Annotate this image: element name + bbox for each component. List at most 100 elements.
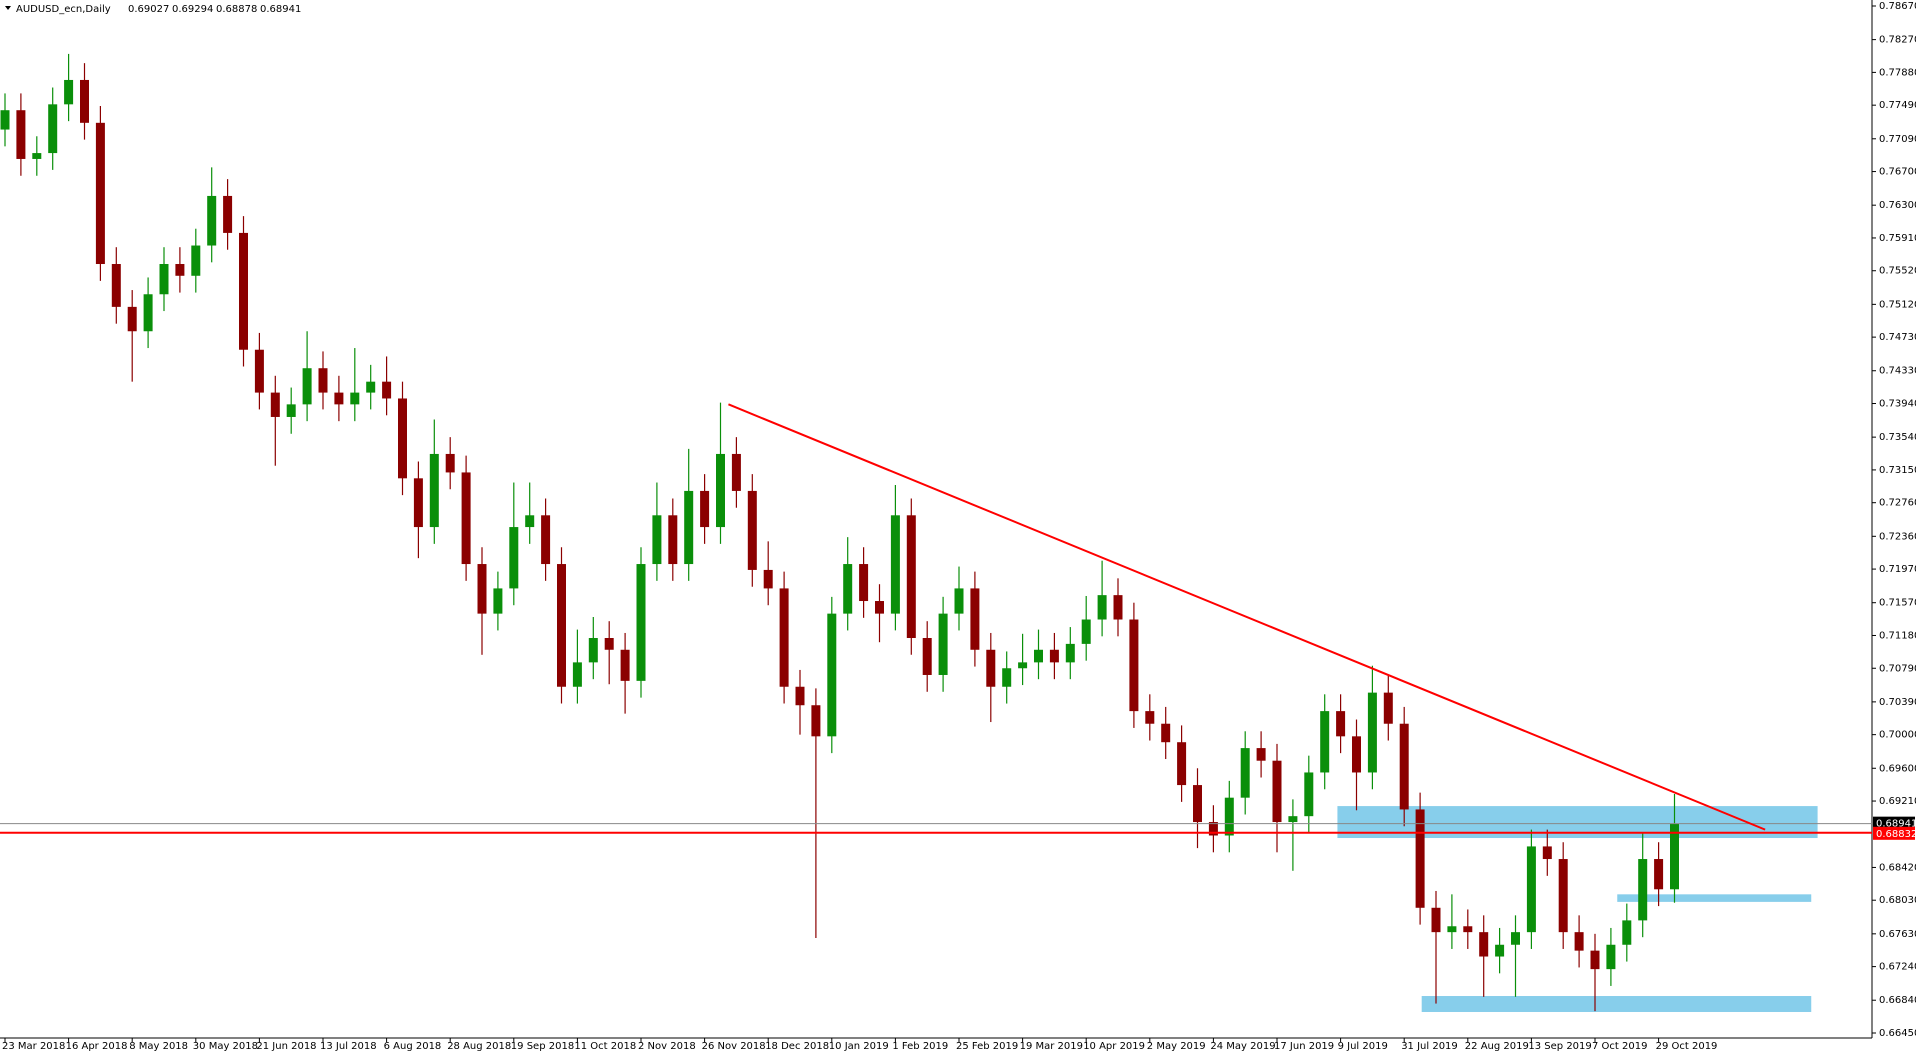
candle-body xyxy=(429,453,439,528)
ohlc-close: 0.68941 xyxy=(260,4,301,15)
candle-body xyxy=(1256,748,1266,761)
candle-body xyxy=(175,264,185,276)
candle-body xyxy=(1352,736,1361,773)
ohlc-low: 0.68878 xyxy=(216,4,257,15)
candle-body xyxy=(843,564,853,614)
x-tick-label: 7 Oct 2019 xyxy=(1592,1041,1647,1052)
x-tick-label: 11 Oct 2018 xyxy=(574,1041,636,1052)
candle-body xyxy=(318,368,328,393)
candle-body xyxy=(398,398,407,479)
candle-body xyxy=(1018,662,1028,669)
candle-body xyxy=(1495,944,1505,957)
candle-body xyxy=(1129,619,1139,712)
candle-body xyxy=(48,104,58,154)
candle-body xyxy=(1590,950,1600,970)
candle-body xyxy=(1622,920,1632,945)
candle-body xyxy=(32,153,42,159)
candle-body xyxy=(1224,797,1234,836)
candle-body xyxy=(509,527,519,589)
candle-body xyxy=(1113,595,1123,620)
x-tick-label: 25 Feb 2019 xyxy=(956,1041,1018,1052)
x-tick-label: 6 Aug 2018 xyxy=(384,1041,442,1052)
candle-body xyxy=(270,392,280,417)
ohlc-open: 0.69027 xyxy=(128,4,169,15)
candle-body xyxy=(223,195,233,233)
x-tick-label: 10 Jan 2019 xyxy=(829,1041,889,1052)
candle-body xyxy=(1288,816,1298,823)
x-tick-label: 23 Mar 2018 xyxy=(2,1041,65,1052)
candle-body xyxy=(1638,859,1648,921)
x-tick-label: 8 May 2018 xyxy=(129,1041,188,1052)
candle-body xyxy=(1542,846,1552,860)
candle-body xyxy=(970,588,980,650)
candle-body xyxy=(1558,859,1568,933)
candle-body xyxy=(477,564,487,614)
x-tick-label: 29 Oct 2019 xyxy=(1656,1041,1718,1052)
candle-body xyxy=(1161,723,1171,743)
candle-body xyxy=(700,490,710,528)
candle-body xyxy=(1447,926,1457,933)
candle-body xyxy=(763,569,773,589)
header: AUDUSD_ecn,Daily 0.69027 0.69294 0.68878… xyxy=(5,4,301,15)
candle-body xyxy=(1606,944,1616,970)
candle-body xyxy=(890,515,900,614)
candle-body xyxy=(636,564,646,681)
x-tick-label: 1 Feb 2019 xyxy=(892,1041,948,1052)
candle-body xyxy=(572,662,582,687)
ohlc-high: 0.69294 xyxy=(172,4,213,15)
candle-body xyxy=(1670,823,1679,890)
x-tick-label: 18 Dec 2018 xyxy=(765,1041,829,1052)
candle-body xyxy=(716,453,725,528)
candle-body xyxy=(1304,772,1314,817)
candle-body xyxy=(859,564,869,602)
x-tick-label: 10 Apr 2019 xyxy=(1083,1041,1145,1052)
candle-body xyxy=(875,601,884,614)
hline-tag xyxy=(1873,826,1915,840)
x-tick-label: 31 Jul 2019 xyxy=(1401,1041,1458,1052)
candle-body xyxy=(906,515,916,638)
x-tick-label: 2 May 2019 xyxy=(1147,1041,1206,1052)
x-tick-label: 13 Jul 2018 xyxy=(320,1041,377,1052)
x-tick-label: 13 Sep 2019 xyxy=(1528,1041,1591,1052)
current-price-label: 0.68941 xyxy=(1876,819,1916,830)
candle-body xyxy=(143,294,153,332)
candle-body xyxy=(811,705,821,737)
candle-body xyxy=(620,649,630,681)
candle-body xyxy=(16,110,26,159)
candle-body xyxy=(1034,649,1043,663)
candle-body xyxy=(80,79,89,123)
candle-body xyxy=(541,515,551,565)
candle-body xyxy=(207,195,217,246)
candle-body xyxy=(795,686,805,706)
candle-body xyxy=(111,264,121,307)
candle-body xyxy=(1240,748,1250,798)
current-price-tag xyxy=(1873,816,1915,830)
candle-body xyxy=(366,381,376,393)
candle-body xyxy=(445,453,455,473)
support-zone xyxy=(1617,894,1812,902)
x-tick-label: 22 Aug 2019 xyxy=(1465,1041,1529,1052)
dropdown-arrow xyxy=(5,6,11,10)
candle-body xyxy=(1367,692,1377,773)
candle-body xyxy=(1511,932,1520,945)
candle-body xyxy=(159,264,169,295)
candle-body xyxy=(604,638,614,650)
